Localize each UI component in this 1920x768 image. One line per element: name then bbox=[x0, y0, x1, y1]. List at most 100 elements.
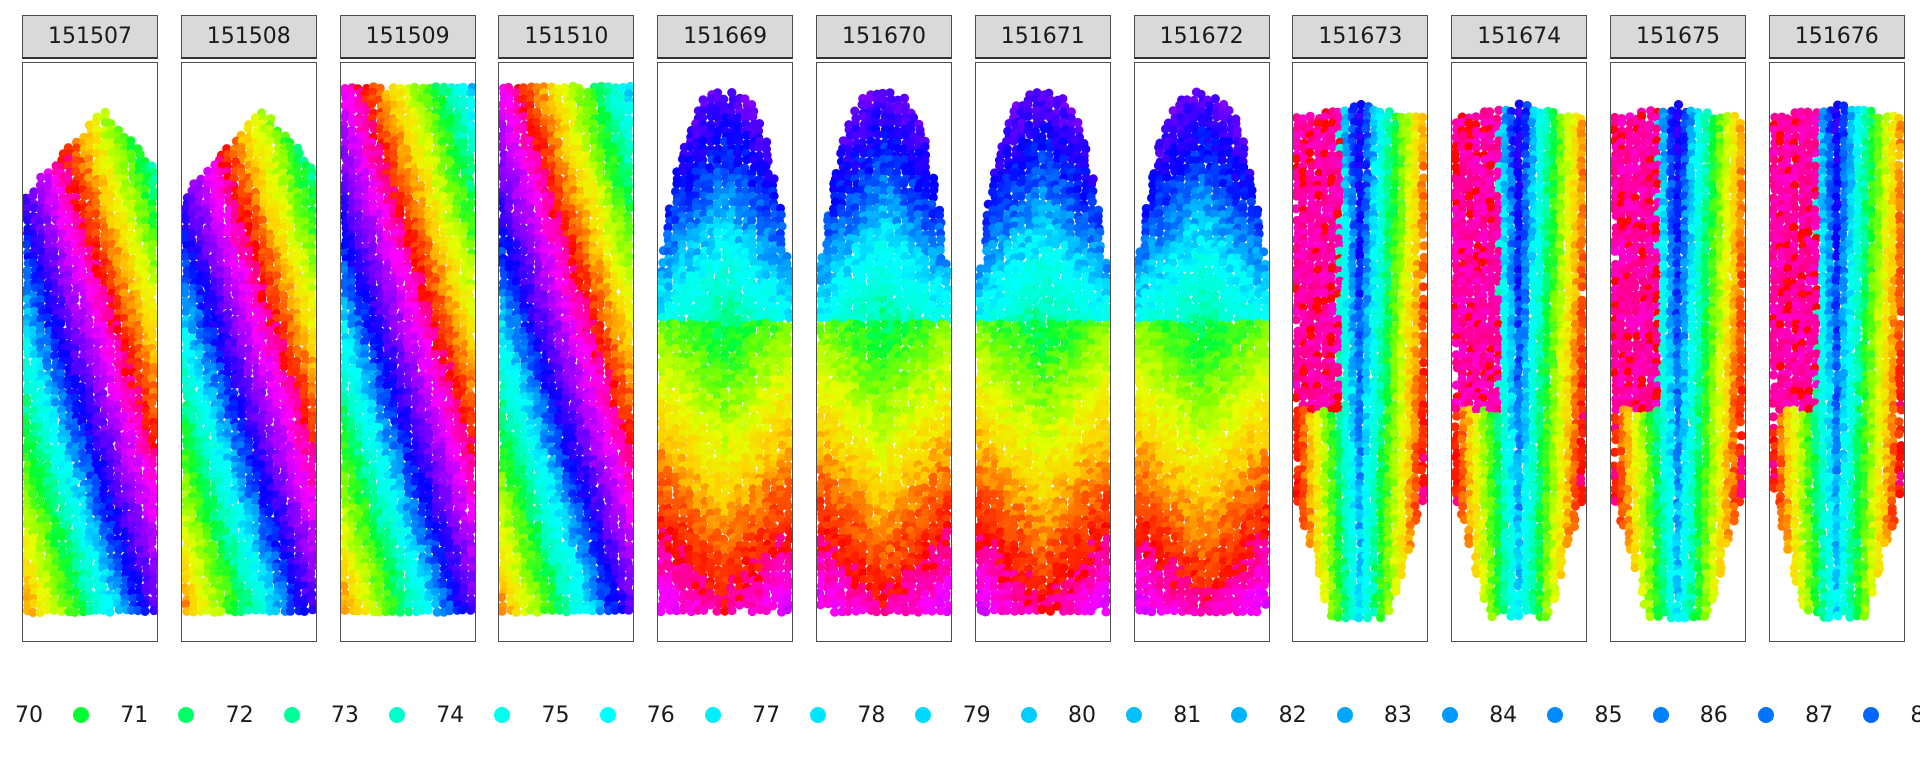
spot-point bbox=[244, 465, 254, 475]
spot-point bbox=[352, 191, 363, 201]
spot-point bbox=[210, 373, 220, 384]
spot-point bbox=[245, 148, 255, 158]
spot-point bbox=[387, 331, 397, 341]
spot-point bbox=[126, 221, 137, 231]
spot-point bbox=[466, 369, 475, 379]
spot-point bbox=[30, 306, 40, 317]
spot-point bbox=[438, 514, 448, 524]
spot-point bbox=[134, 332, 144, 342]
spot-point bbox=[141, 586, 151, 596]
spot-point bbox=[387, 349, 397, 359]
spot-point bbox=[499, 100, 508, 110]
spot-point bbox=[437, 288, 447, 298]
spot-point bbox=[368, 569, 379, 579]
spot-point bbox=[340, 203, 350, 213]
spot-point bbox=[504, 93, 514, 103]
spot-point bbox=[91, 489, 101, 499]
spot-point bbox=[43, 563, 53, 574]
spot-point bbox=[56, 239, 66, 249]
spot-point bbox=[569, 185, 579, 196]
spot-point bbox=[273, 136, 283, 146]
spot-point bbox=[446, 192, 456, 202]
spot-point bbox=[340, 380, 349, 390]
spot-point bbox=[373, 148, 383, 158]
spot-point bbox=[250, 483, 260, 494]
spot-point bbox=[395, 562, 405, 572]
spot-point bbox=[271, 295, 281, 305]
spot-point bbox=[306, 489, 316, 499]
spot-point bbox=[561, 209, 571, 220]
spot-point bbox=[430, 301, 441, 311]
spot-point bbox=[610, 155, 620, 165]
spot-point bbox=[408, 464, 419, 475]
spot-point bbox=[361, 441, 371, 452]
spot-point bbox=[98, 508, 108, 518]
spot-point bbox=[106, 374, 116, 384]
spot-point bbox=[458, 569, 468, 579]
spot-point bbox=[423, 142, 433, 152]
spot-point bbox=[346, 253, 356, 263]
spot-point bbox=[35, 600, 45, 610]
spot-point bbox=[187, 349, 197, 359]
spot-point bbox=[78, 386, 88, 396]
spot-point bbox=[581, 143, 591, 153]
spot-point bbox=[466, 100, 475, 110]
spot-point bbox=[422, 125, 432, 135]
spot-point bbox=[453, 556, 463, 566]
spot-point bbox=[625, 81, 634, 92]
spot-point bbox=[402, 252, 412, 263]
spot-point bbox=[382, 550, 392, 560]
spot-point bbox=[457, 362, 467, 372]
spot-point bbox=[396, 223, 406, 233]
spot-point bbox=[187, 210, 197, 220]
spot-point bbox=[84, 173, 94, 183]
spot-point bbox=[438, 471, 449, 481]
spot-point bbox=[193, 368, 204, 378]
spot-point bbox=[367, 245, 377, 255]
spot-point bbox=[120, 531, 130, 542]
spot-point bbox=[411, 599, 421, 610]
spot-point bbox=[23, 373, 32, 383]
spot-point bbox=[394, 465, 404, 475]
spot-point bbox=[236, 221, 246, 231]
spot-point bbox=[86, 191, 96, 201]
spot-point bbox=[266, 586, 276, 597]
spot-point bbox=[70, 607, 80, 618]
spot-point bbox=[417, 472, 427, 482]
spot-point bbox=[148, 472, 157, 482]
spot-point bbox=[416, 210, 426, 220]
spot-point bbox=[373, 441, 383, 451]
spot-point bbox=[104, 355, 115, 365]
spot-point bbox=[430, 282, 440, 292]
spot-point bbox=[252, 471, 262, 481]
spot-point bbox=[465, 88, 475, 98]
spot-point bbox=[376, 484, 386, 494]
spot-point bbox=[83, 581, 94, 591]
spot-point bbox=[208, 501, 218, 511]
spot-point bbox=[230, 210, 240, 220]
spot-point bbox=[64, 599, 74, 609]
spot-point bbox=[595, 87, 605, 97]
spot-point bbox=[380, 599, 391, 609]
spot-point bbox=[308, 264, 316, 274]
spot-point bbox=[395, 239, 405, 249]
spot-point bbox=[381, 264, 391, 274]
spot-point bbox=[465, 483, 475, 494]
facet-panel-151510: 151510 bbox=[498, 15, 635, 642]
spot-point bbox=[429, 88, 439, 98]
spot-point bbox=[23, 405, 32, 415]
spot-point bbox=[444, 270, 455, 281]
spot-point bbox=[135, 495, 145, 505]
spot-point bbox=[286, 459, 296, 469]
spot-point bbox=[120, 501, 130, 512]
spatial-scatter-151510 bbox=[499, 81, 634, 617]
spot-point bbox=[149, 484, 157, 494]
spatial-scatter-151509 bbox=[340, 82, 475, 617]
spot-point bbox=[278, 209, 288, 220]
spot-point bbox=[368, 527, 379, 537]
spot-point bbox=[43, 312, 53, 323]
spot-point bbox=[91, 550, 101, 560]
spot-point bbox=[114, 562, 124, 573]
spot-point bbox=[340, 398, 350, 408]
spot-point bbox=[409, 563, 419, 573]
